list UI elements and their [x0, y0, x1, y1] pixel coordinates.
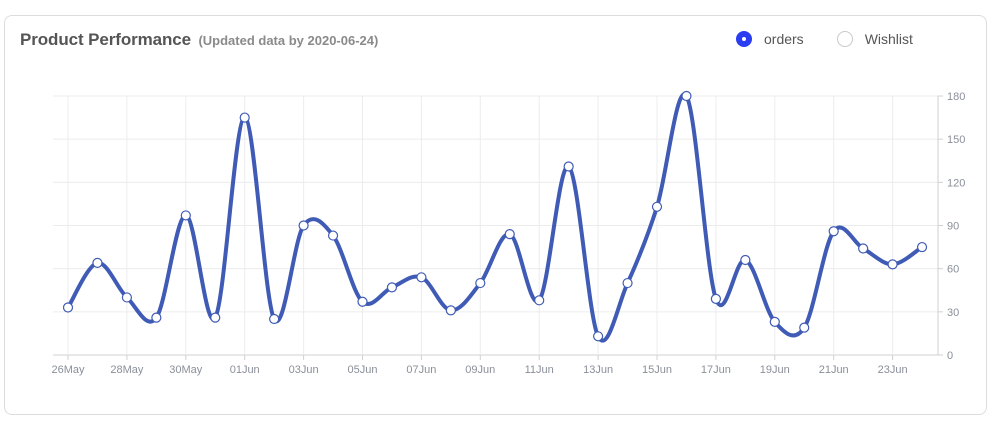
y-tick-label: 180 [947, 91, 965, 103]
data-point[interactable] [445, 305, 456, 316]
legend-item-orders[interactable]: orders [736, 31, 804, 47]
x-tick-label: 19Jun [760, 364, 790, 376]
x-tick-label: 07Jun [406, 364, 436, 376]
radio-selected-icon [736, 31, 752, 47]
data-point[interactable] [92, 257, 103, 269]
y-tick-label: 0 [947, 350, 953, 362]
data-point[interactable] [151, 312, 162, 323]
data-point[interactable] [239, 112, 250, 123]
data-point[interactable] [681, 90, 692, 102]
data-point[interactable] [416, 272, 427, 283]
x-tick-label: 26May [51, 364, 85, 376]
x-tick-label: 30May [169, 364, 203, 376]
data-point[interactable] [622, 277, 633, 289]
data-point[interactable] [210, 312, 221, 323]
data-point[interactable] [858, 243, 869, 254]
chart-card [4, 15, 987, 415]
data-point[interactable] [180, 210, 191, 221]
x-tick-label: 21Jun [819, 364, 849, 376]
data-point[interactable] [298, 220, 309, 231]
data-point[interactable] [357, 296, 368, 307]
data-point[interactable] [799, 322, 810, 333]
chart-header: Product Performance (Updated data by 202… [20, 30, 378, 50]
data-point[interactable] [592, 331, 604, 342]
data-point[interactable] [121, 292, 133, 303]
x-tick-label: 28May [110, 364, 144, 376]
radio-unselected-icon [836, 31, 853, 47]
data-point[interactable] [828, 226, 839, 237]
data-point[interactable] [710, 293, 722, 304]
x-tick-label: 05Jun [348, 364, 378, 376]
x-tick-label: 09Jun [465, 364, 495, 376]
legend-item-wishlist[interactable]: Wishlist [836, 31, 913, 47]
y-tick-label: 60 [947, 264, 959, 276]
data-point[interactable] [916, 241, 928, 253]
chart-subtitle: (Updated data by 2020-06-24) [198, 33, 379, 48]
data-point[interactable] [269, 313, 280, 325]
x-tick-label: 03Jun [289, 364, 319, 376]
x-tick-label: 11Jun [525, 364, 554, 376]
x-tick-label: 01Jun [230, 364, 260, 376]
data-point[interactable] [740, 254, 751, 266]
y-tick-label: 90 [947, 221, 959, 233]
legend-label-orders: orders [764, 31, 804, 47]
data-point[interactable] [504, 229, 515, 240]
data-point[interactable] [887, 259, 898, 270]
data-point[interactable] [475, 277, 486, 289]
data-point[interactable] [534, 295, 545, 306]
data-point[interactable] [386, 282, 398, 293]
chart-title: Product Performance [20, 30, 191, 49]
y-tick-label: 120 [947, 177, 965, 189]
chart-legend: orders Wishlist [736, 31, 913, 47]
x-tick-label: 15Jun [642, 364, 672, 376]
data-point[interactable] [327, 230, 339, 241]
y-tick-label: 150 [947, 134, 965, 146]
x-tick-label: 17Jun [701, 364, 731, 376]
y-tick-label: 30 [947, 307, 959, 319]
data-point[interactable] [563, 161, 574, 172]
data-point[interactable] [62, 302, 74, 313]
x-tick-label: 13Jun [583, 364, 613, 376]
legend-label-wishlist: Wishlist [864, 31, 913, 47]
series-line-orders [66, 92, 925, 343]
data-point[interactable] [769, 316, 780, 328]
x-tick-label: 23Jun [878, 364, 908, 376]
data-point[interactable] [651, 201, 663, 212]
